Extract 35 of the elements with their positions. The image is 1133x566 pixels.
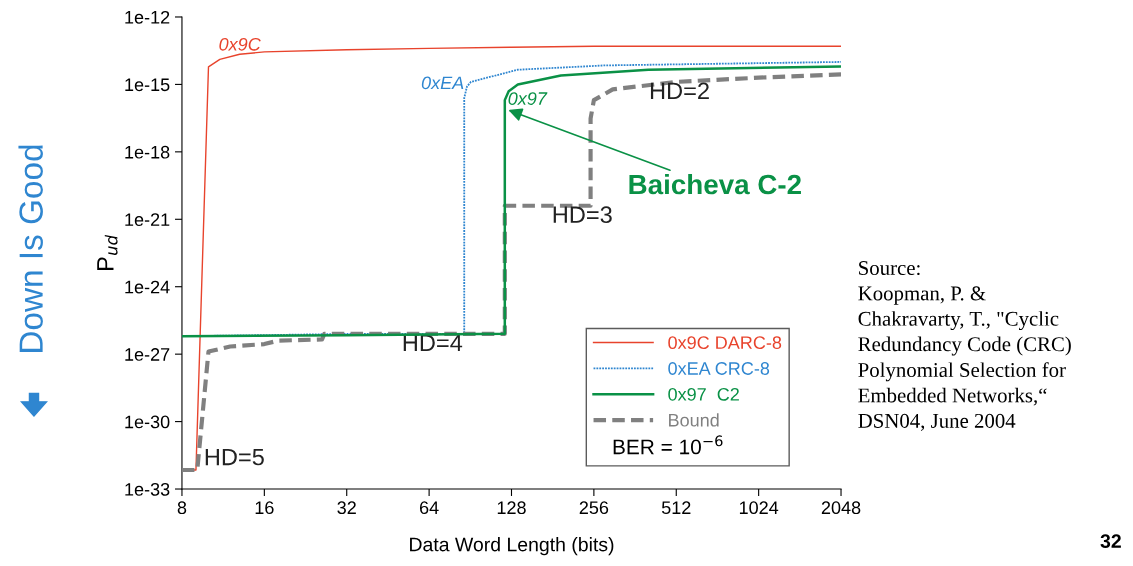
annotation: HD=3 [553,206,612,224]
legend-label: Bound [669,413,719,427]
annotation: 0xEA [421,76,464,90]
annotation: 0x9C [219,37,261,51]
x-tick-label: 256 [579,501,609,515]
y-tick-label: 1e-15 [125,78,170,92]
x-tick-label: 32 [337,501,356,515]
y-tick-label: 1e-12 [125,10,170,24]
x-tick-label: 512 [661,501,691,515]
x-tick-label: 8 [177,501,187,515]
annotation: HD=2 [650,82,709,99]
text: Down Is Good [18,145,43,352]
legend-label: 0xEA CRC-8 [668,362,770,375]
x-tick-label: 1024 [739,501,779,515]
y-axis-title: P$_{ud}$ [97,234,118,270]
x-tick-label: 64 [419,501,439,515]
x-tick-label: 16 [255,501,274,515]
x-axis-title: Data Word Length (bits) [410,537,614,556]
y-tick-label: 1e-18 [125,145,170,159]
x-tick-label: 128 [497,501,526,515]
y-tick-label: 1e-33 [125,482,170,496]
text: 32 [1100,534,1121,549]
annotation: Baicheva C-2 [629,173,801,195]
source-note: Source: Koopman, P. & Chakravarty, T., "Cyclic Redundancy Code (CRC) Polynomial Selection for Embedded Networks,“ DSN04, June 2004 [858,261,1071,431]
x-tick-label: 2048 [821,501,861,515]
legend-label: 0x9C DARC-8 [668,336,782,350]
annotation: HD=4 [403,334,463,351]
annotation: BER = 10$^{−6}$ [613,435,723,455]
annotation: HD=5 [205,448,264,466]
annotation: 0x97 [508,92,548,105]
y-tick-label: 1e-27 [125,348,170,361]
y-tick-label: 1e-21 [125,213,170,226]
legend-label: 0x97 C2 [668,387,739,401]
y-tick-label: 1e-30 [125,415,170,429]
y-tick-label: 1e-24 [125,280,170,294]
